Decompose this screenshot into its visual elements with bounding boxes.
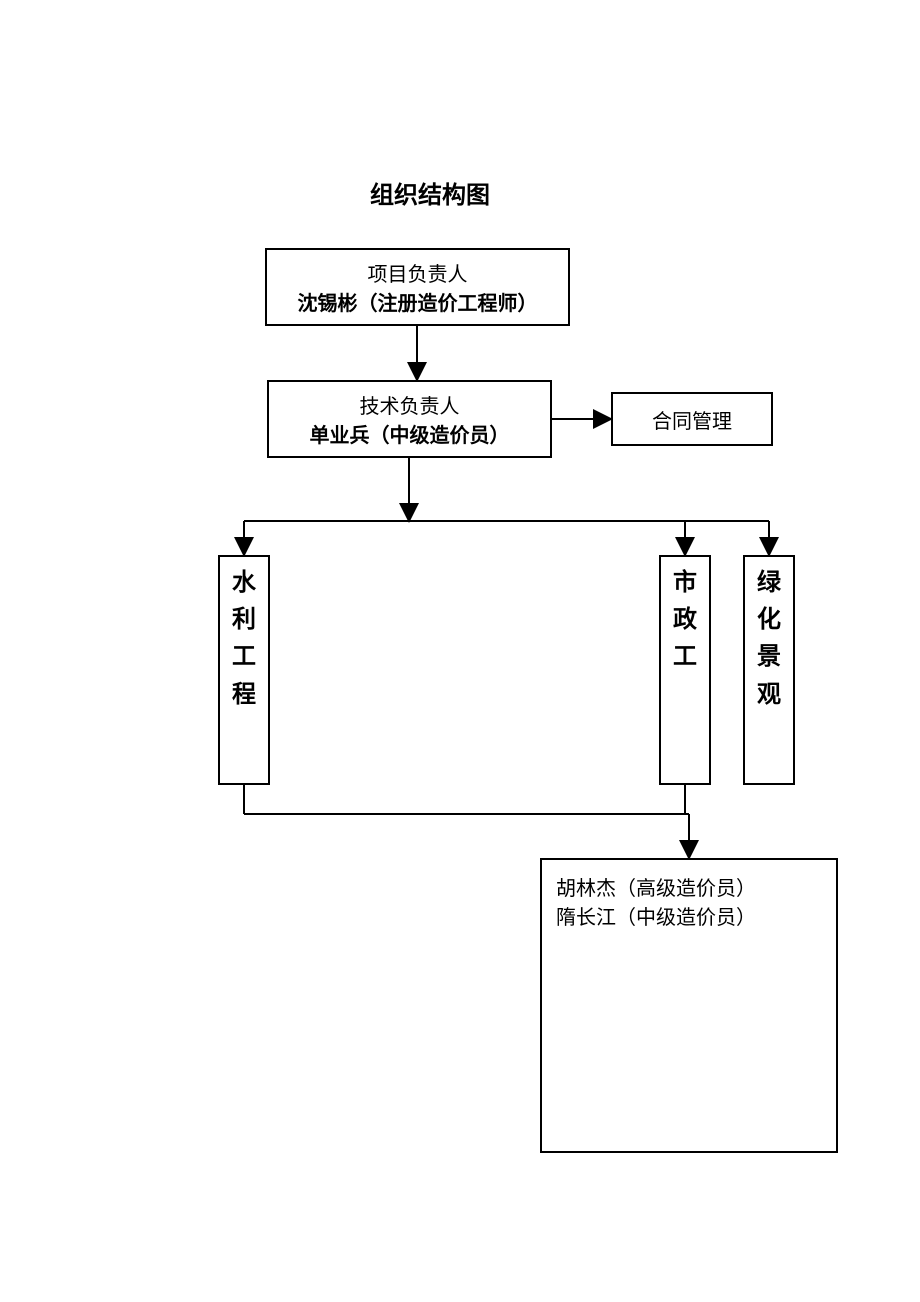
node-project-leader: 项目负责人 沈锡彬（注册造价工程师） — [265, 248, 570, 326]
node-tech-leader: 技术负责人 单业兵（中级造价员） — [267, 380, 552, 458]
node-category-greening: 绿化景观 — [743, 555, 795, 785]
node-project-leader-role: 项目负责人 — [368, 258, 468, 287]
node-tech-leader-name: 单业兵（中级造价员） — [310, 419, 510, 448]
node-contract-management-label: 合同管理 — [652, 405, 732, 434]
personnel-line-2: 隋长江（中级造价员） — [556, 901, 822, 930]
diagram-title: 组织结构图 — [370, 175, 490, 210]
node-category-water: 水利工程 — [218, 555, 270, 785]
node-project-leader-name: 沈锡彬（注册造价工程师） — [298, 287, 538, 316]
org-chart-canvas: 组织结构图 项目负责人 沈锡彬（注册造价工程师） 技术负责人 单业兵（中级造价员… — [0, 0, 920, 1302]
node-contract-management: 合同管理 — [611, 392, 773, 446]
personnel-line-1: 胡林杰（高级造价员） — [556, 872, 822, 901]
node-tech-leader-role: 技术负责人 — [360, 390, 460, 419]
node-personnel-detail: 胡林杰（高级造价员） 隋长江（中级造价员） — [540, 858, 838, 1153]
node-category-municipal: 市政工 — [659, 555, 711, 785]
